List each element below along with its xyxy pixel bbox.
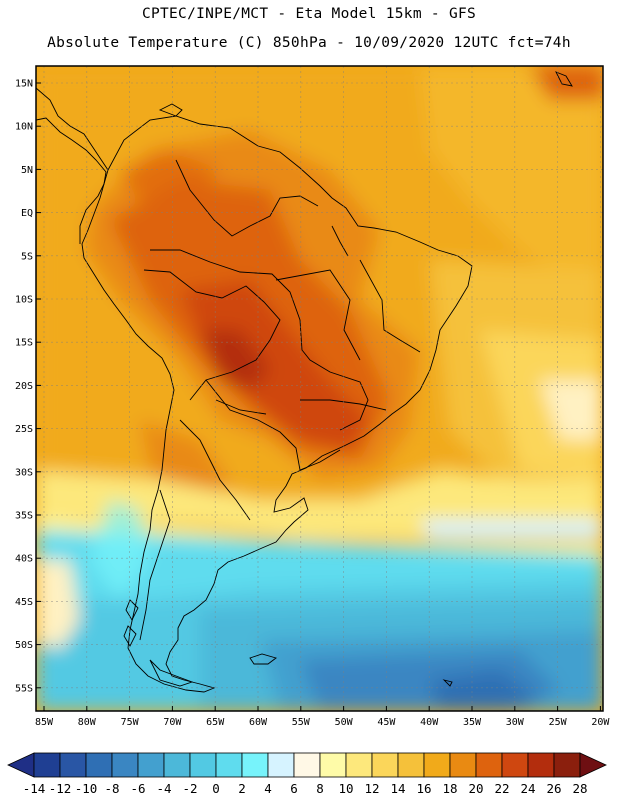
colorbar-label: -2 xyxy=(182,781,197,796)
colorbar-label: 10 xyxy=(338,781,353,796)
colorbar-label: 20 xyxy=(468,781,483,796)
lat-label: 15N xyxy=(15,79,33,90)
colorbar-label: 0 xyxy=(212,781,220,796)
lat-label: 10S xyxy=(15,295,33,306)
lon-label: 55W xyxy=(292,717,311,728)
coastlines xyxy=(36,71,573,693)
lon-label: 50W xyxy=(335,717,354,728)
colorbar-swatch xyxy=(527,752,555,778)
colorbar-label: 6 xyxy=(290,781,298,796)
lat-label: 45S xyxy=(15,597,33,608)
colorbar-swatch xyxy=(371,752,399,778)
chart-title: CPTEC/INPE/MCT - Eta Model 15km - GFS xyxy=(141,6,477,22)
lat-label: 30S xyxy=(15,467,33,478)
latitude-labels: 15N 10N 5N EQ 5S 10S 15S 20S 25S 30S 35S 40S 45S 50S 5… xyxy=(15,79,41,694)
temperature-field xyxy=(36,66,603,711)
lat-label: 5N xyxy=(21,165,33,176)
colorbar-swatch xyxy=(189,752,217,778)
colorbar-label: -14 xyxy=(23,781,46,796)
colorbar-label: -8 xyxy=(104,781,119,796)
colorbar-label: 28 xyxy=(572,781,587,796)
longitude-labels: 85W 80W 75W 70W 65W 60W 55W 50W 45W 40W 35W 30W 25W 2… xyxy=(35,706,610,728)
lon-label: 85W xyxy=(35,717,54,728)
colorbar-swatch xyxy=(33,752,61,778)
colorbar-label: 12 xyxy=(364,781,379,796)
colorbar-swatch xyxy=(163,752,191,778)
colorbar-label: -6 xyxy=(130,781,145,796)
lat-label: 50S xyxy=(15,640,33,651)
colorbar-label: 18 xyxy=(442,781,457,796)
colorbar: -14 -12 -10 -8 -6 -4 -2 0 2 4 6 8 10 12 14 16 18 20 22 24 26… xyxy=(7,752,607,796)
colorbar-swatch xyxy=(241,752,269,778)
lon-label: 40W xyxy=(420,717,439,728)
lat-label: 40S xyxy=(15,554,33,565)
lat-label: 5S xyxy=(21,251,33,262)
colorbar-swatch xyxy=(267,752,295,778)
colorbar-swatch xyxy=(319,752,347,778)
colorbar-swatch xyxy=(59,752,87,778)
colorbar-label: 14 xyxy=(390,781,405,796)
colorbar-swatch xyxy=(137,752,165,778)
lon-label: 65W xyxy=(206,717,225,728)
colorbar-swatch xyxy=(111,752,139,778)
colorbar-over-arrow xyxy=(579,752,607,778)
colorbar-swatch xyxy=(215,752,243,778)
lat-label: 25S xyxy=(15,424,33,435)
colorbar-label: 8 xyxy=(316,781,324,796)
colorbar-swatch xyxy=(501,752,529,778)
colorbar-label: -10 xyxy=(75,781,98,796)
lon-label: 20W xyxy=(591,717,610,728)
colorbar-swatch xyxy=(475,752,503,778)
lon-label: 45W xyxy=(377,717,396,728)
lat-label: 20S xyxy=(15,381,33,392)
lat-label: 55S xyxy=(15,683,33,694)
colorbar-swatch xyxy=(293,752,321,778)
plot-frame xyxy=(35,65,604,712)
colorbar-swatch xyxy=(423,752,451,778)
lon-label: 25W xyxy=(549,717,568,728)
colorbar-label: 2 xyxy=(238,781,246,796)
lon-label: 60W xyxy=(249,717,268,728)
colorbar-swatch xyxy=(553,752,581,778)
colorbar-swatch xyxy=(85,752,113,778)
lat-label: 35S xyxy=(15,511,33,522)
colorbar-label: -4 xyxy=(156,781,171,796)
colorbar-swatch xyxy=(345,752,373,778)
colorbar-swatch xyxy=(449,752,477,778)
lat-label: 15S xyxy=(15,338,33,349)
colorbar-label: 26 xyxy=(546,781,561,796)
lat-label: 10N xyxy=(15,122,33,133)
lon-label: 30W xyxy=(506,717,525,728)
colorbar-swatch xyxy=(397,752,425,778)
chart-subtitle: Absolute Temperature (C) 850hPa - 10/09/… xyxy=(47,35,571,51)
colorbar-label: 16 xyxy=(416,781,431,796)
lon-label: 75W xyxy=(121,717,140,728)
colorbar-under-arrow xyxy=(7,752,35,778)
colorbar-label: -12 xyxy=(49,781,72,796)
lon-label: 70W xyxy=(163,717,182,728)
lon-label: 35W xyxy=(463,717,482,728)
colorbar-label: 4 xyxy=(264,781,272,796)
colorbar-label: 22 xyxy=(494,781,509,796)
lon-label: 80W xyxy=(78,717,97,728)
colorbar-label: 24 xyxy=(520,781,535,796)
lat-label: EQ xyxy=(21,208,33,219)
